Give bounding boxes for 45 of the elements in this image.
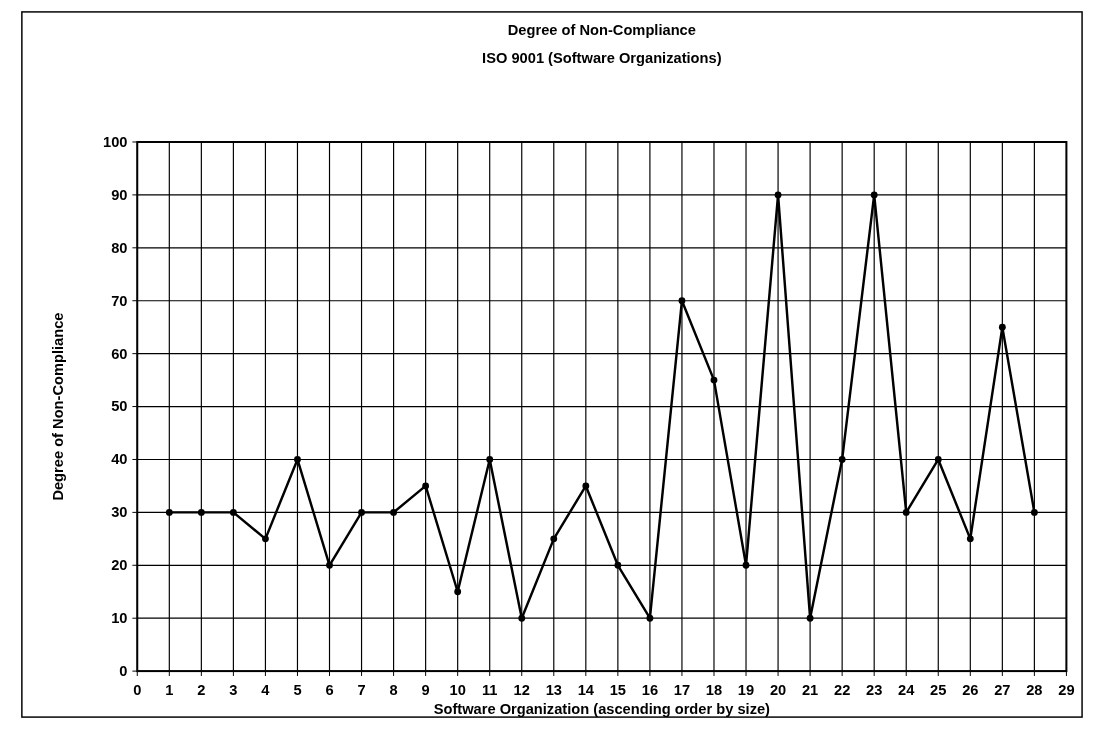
x-tick-label: 29	[1058, 681, 1075, 698]
x-tick-label: 0	[133, 681, 142, 698]
x-tick-label: 14	[577, 681, 595, 698]
y-tick-label: 10	[111, 610, 128, 627]
x-tick-label: 9	[421, 681, 430, 698]
x-tick-label: 24	[898, 681, 916, 698]
x-tick-label: 12	[513, 681, 530, 698]
x-tick-label: 28	[1026, 681, 1043, 698]
y-tick-label: 60	[111, 345, 128, 362]
x-tick-label: 16	[641, 681, 659, 698]
x-tick-label: 21	[801, 681, 819, 698]
x-tick-label: 10	[449, 681, 466, 698]
x-tick-label: 3	[229, 681, 238, 698]
x-tick-label: 1	[165, 681, 174, 698]
y-tick-label: 90	[111, 186, 128, 203]
x-tick-label: 8	[389, 681, 398, 698]
x-tick-label: 27	[994, 681, 1011, 698]
x-tick-label: 18	[705, 681, 723, 698]
x-tick-label: 5	[293, 681, 302, 698]
x-tick-label: 2	[197, 681, 206, 698]
x-tick-label: 6	[325, 681, 334, 698]
x-tick-label: 17	[673, 681, 691, 698]
x-tick-label: 26	[962, 681, 979, 698]
y-tick-label: 70	[111, 292, 128, 309]
x-tick-label: 7	[357, 681, 366, 698]
x-tick-label: 20	[769, 681, 787, 698]
x-tick-label: 23	[866, 681, 883, 698]
y-axis-title: Degree of Non-Compliance	[49, 312, 66, 501]
y-tick-label: 30	[111, 504, 128, 521]
x-tick-label: 25	[930, 681, 947, 698]
x-tick-label: 11	[481, 681, 498, 698]
y-tick-label: 0	[119, 663, 128, 680]
y-tick-label: 20	[111, 557, 128, 574]
y-tick-label: 40	[111, 451, 128, 468]
x-tick-label: 13	[545, 681, 562, 698]
x-axis-title: Software Organization (ascending order by size)	[433, 701, 771, 718]
x-tick-label: 4	[261, 681, 271, 698]
x-tick-label: 22	[833, 681, 851, 698]
chart-subtitle: ISO 9001 (Software Organizations)	[482, 49, 722, 66]
x-tick-label: 15	[609, 681, 627, 698]
y-tick-label: 80	[111, 239, 128, 256]
x-tick-label: 19	[737, 681, 755, 698]
y-tick-label: 100	[103, 133, 128, 150]
y-tick-label: 50	[111, 398, 128, 415]
chart-title: Degree of Non-Compliance	[507, 22, 696, 39]
